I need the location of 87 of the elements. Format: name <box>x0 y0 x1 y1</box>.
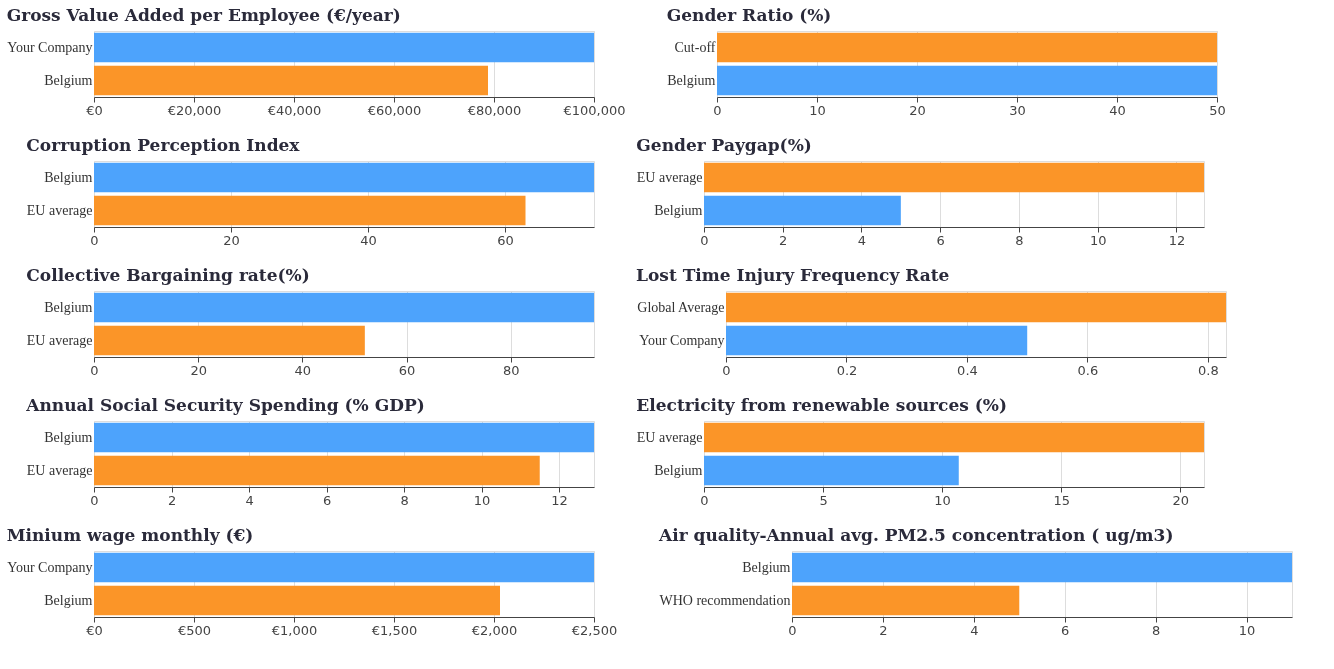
chart-title: Electricity from renewable sources (%) <box>636 395 1007 415</box>
x-tick-label: €40,000 <box>267 102 322 118</box>
x-tick-label: 8 <box>400 492 409 508</box>
x-tick-label: 0 <box>700 232 709 248</box>
x-tick-label: 15 <box>1053 492 1070 508</box>
y-tick-label: Your Company <box>639 332 725 348</box>
x-tick-label: €100,000 <box>563 102 626 118</box>
x-tick-label: 0 <box>700 492 709 508</box>
x-tick-label: 10 <box>1238 622 1256 638</box>
x-tick-label: 20 <box>223 232 240 248</box>
chart-title: Gross Value Added per Employee (€/year) <box>6 5 401 25</box>
x-tick-label: €2,000 <box>471 622 518 638</box>
x-tick-label: 12 <box>551 492 568 508</box>
x-tick-label: 2 <box>167 492 177 508</box>
x-tick-label: €2,500 <box>571 622 618 638</box>
y-tick-label: Global Average <box>637 299 725 315</box>
x-tick-label: 0.8 <box>1198 362 1219 378</box>
y-tick-label: EU average <box>26 202 93 218</box>
x-tick-label: 10 <box>1089 232 1107 248</box>
x-tick-label: €0 <box>86 622 103 638</box>
x-tick-label: 10 <box>809 102 826 118</box>
x-tick-label: 60 <box>398 362 416 378</box>
x-tick-label: 0 <box>713 102 722 118</box>
y-tick-label: Your Company <box>7 39 93 55</box>
y-tick-label: Belgium <box>44 169 93 185</box>
x-tick-label: 8 <box>1015 232 1024 248</box>
x-tick-label: 6 <box>1061 622 1070 638</box>
chart-title: Gender Ratio (%) <box>666 5 832 25</box>
x-tick-label: 0.4 <box>957 362 978 378</box>
x-tick-label: 8 <box>1152 622 1161 638</box>
x-tick-label: 2 <box>779 232 788 248</box>
y-tick-label: EU average <box>26 332 93 348</box>
chart-title: Gender Paygap(%) <box>636 135 812 155</box>
y-tick-label: EU average <box>636 429 703 445</box>
y-tick-label: EU average <box>636 169 703 185</box>
x-tick-label: 10 <box>934 492 951 508</box>
x-tick-label: €20,000 <box>167 102 222 118</box>
y-tick-label: Belgium <box>654 462 703 478</box>
x-tick-label: 0.6 <box>1077 362 1099 378</box>
y-tick-label: Belgium <box>667 72 716 88</box>
x-tick-label: 20 <box>909 102 926 118</box>
y-tick-label: Your Company <box>7 559 93 575</box>
x-tick-label: 12 <box>1168 232 1186 248</box>
y-tick-label: Belgium <box>654 202 703 218</box>
x-tick-label: 60 <box>497 232 514 248</box>
x-tick-label: 10 <box>473 492 491 508</box>
x-tick-label: 50 <box>1209 102 1226 118</box>
x-tick-label: €500 <box>177 622 212 638</box>
chart-title: Minium wage monthly (€) <box>6 525 254 545</box>
x-tick-label: 0.2 <box>836 362 858 378</box>
x-tick-label: 2 <box>879 622 888 638</box>
x-tick-label: 5 <box>819 492 828 508</box>
y-tick-label: Belgium <box>44 592 93 608</box>
x-tick-label: 30 <box>1009 102 1026 118</box>
y-tick-label: Belgium <box>44 299 93 315</box>
x-tick-label: €60,000 <box>367 102 422 118</box>
y-tick-label: Cut-off <box>674 39 716 55</box>
x-tick-label: 0 <box>722 362 731 378</box>
x-tick-label: 40 <box>294 362 312 378</box>
x-tick-label: €1,000 <box>271 622 318 638</box>
x-tick-label: 80 <box>502 362 520 378</box>
x-tick-label: 40 <box>360 232 377 248</box>
y-tick-label: Belgium <box>742 559 791 575</box>
y-tick-label: Belgium <box>44 429 93 445</box>
chart-title: Collective Bargaining rate(%) <box>26 265 310 285</box>
x-tick-label: 0 <box>90 492 99 508</box>
x-tick-label: €1,500 <box>371 622 418 638</box>
x-tick-label: 40 <box>1109 102 1126 118</box>
x-tick-label: 20 <box>190 362 207 378</box>
chart-title: Corruption Perception Index <box>26 135 301 155</box>
x-tick-label: 4 <box>857 232 867 248</box>
chart-title: Annual Social Security Spending (% GDP) <box>25 395 425 415</box>
x-tick-label: 0 <box>90 362 99 378</box>
x-tick-label: 4 <box>970 622 979 638</box>
chart-title: Lost Time Injury Frequency Rate <box>636 265 950 285</box>
y-tick-label: WHO recommendation <box>659 592 791 608</box>
x-tick-label: 0 <box>788 622 797 638</box>
x-tick-label: 0 <box>90 232 99 248</box>
x-tick-label: €0 <box>86 102 103 118</box>
x-tick-label: 20 <box>1172 492 1189 508</box>
chart-title: Air quality-Annual avg. PM2.5 concentration ( ug/m3) <box>657 525 1174 545</box>
x-tick-label: 4 <box>245 492 254 508</box>
y-tick-label: EU average <box>26 462 93 478</box>
x-tick-label: €80,000 <box>467 102 522 118</box>
y-tick-label: Belgium <box>44 72 93 88</box>
x-tick-label: 6 <box>936 232 945 248</box>
x-tick-label: 6 <box>322 492 332 508</box>
